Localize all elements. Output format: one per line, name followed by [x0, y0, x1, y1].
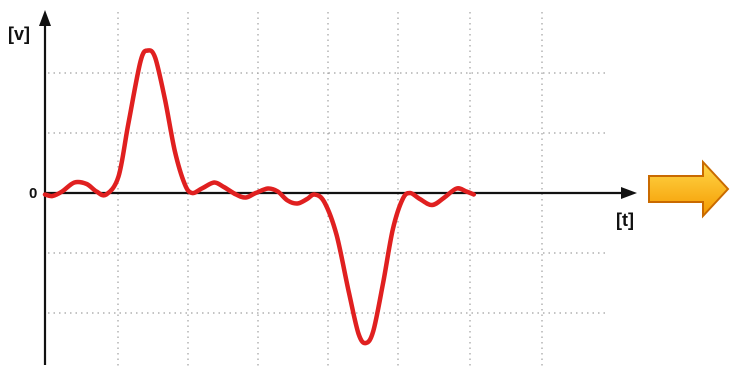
axes	[39, 10, 637, 365]
series-line	[42, 48, 477, 346]
grid-lines	[48, 12, 608, 368]
x-axis-arrowhead	[621, 187, 637, 199]
y-axis-label: [v]	[8, 24, 30, 44]
x-axis-label: [t]	[616, 210, 634, 230]
right-arrow-icon	[648, 159, 730, 219]
y-tick-label-0: 0	[29, 185, 37, 202]
y-axis-arrowhead	[39, 10, 51, 26]
